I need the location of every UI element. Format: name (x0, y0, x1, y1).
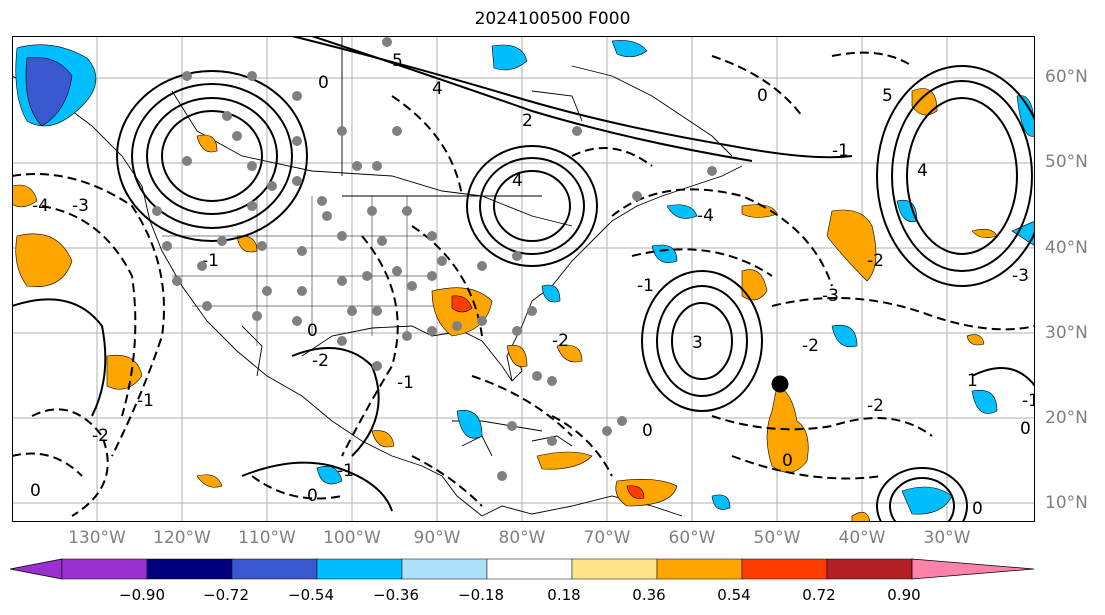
contour-label: 0 (307, 486, 318, 506)
contour-label: -2 (312, 351, 329, 371)
lon-label: 60°W (668, 528, 716, 548)
contour-label: 0 (642, 421, 653, 441)
colorbar-tick: 0.90 (887, 586, 921, 604)
contour-label: 0 (30, 481, 41, 501)
colorbar-tick: −0.36 (373, 586, 419, 604)
lat-label: 10°N (1045, 493, 1088, 513)
state-borders (162, 196, 442, 346)
colorbar-cell (486, 558, 573, 580)
colorbar-cell (656, 558, 743, 580)
contour-label: 1 (967, 371, 978, 391)
lon-label: 110°W (238, 528, 296, 548)
colorbar-cell (146, 558, 233, 580)
contour-label: 0 (757, 86, 768, 106)
contour-label: 4 (512, 171, 523, 191)
lon-label: 30°W (923, 528, 971, 548)
lat-label: 40°N (1045, 238, 1088, 258)
storm-center-marker (771, 375, 789, 393)
contour-label: -3 (72, 196, 89, 216)
contour-label: 0 (972, 499, 983, 519)
colorbar-extend-min (10, 558, 63, 580)
colorbar-cell (826, 558, 913, 580)
colorbar-tick: −0.18 (458, 586, 504, 604)
colorbar-cell (741, 558, 828, 580)
map-title: 2024100500 F000 (474, 9, 631, 29)
contour-label: -2 (867, 251, 884, 271)
contour-label: 3 (692, 333, 703, 353)
colorbar-tick: 0.18 (547, 586, 581, 604)
colorbar (10, 558, 1035, 580)
colorbar-cell (61, 558, 148, 580)
contour-labels: 0 4 5 2 -1 -3 -4 -1 -2 0 -2 0 -1 0 -1 -2… (30, 51, 1035, 519)
contour-label: -2 (552, 331, 569, 351)
contour-label: -1 (637, 276, 654, 296)
map-panel: 0 4 5 2 -1 -3 -4 -1 -2 0 -2 0 -1 0 -1 -2… (12, 36, 1035, 522)
colorbar-cell (571, 558, 658, 580)
lon-label: 100°W (323, 528, 381, 548)
contour-label: -2 (802, 336, 819, 356)
contour-label: 4 (432, 79, 443, 99)
contour-label: -1 (397, 373, 414, 393)
contour-label: 0 (1020, 419, 1031, 439)
contour-label: -4 (697, 206, 714, 226)
colorbar-extend-max (911, 558, 1035, 580)
lat-label: 20°N (1045, 408, 1088, 428)
lat-label: 60°N (1045, 67, 1088, 87)
colorbar-tick: 0.54 (717, 586, 751, 604)
lat-label: 50°N (1045, 152, 1088, 172)
colorbar-tick: −0.72 (203, 586, 249, 604)
contour-label: 0 (782, 451, 793, 471)
colorbar-cell (316, 558, 403, 580)
contour-label: -1 (137, 391, 154, 411)
contour-label: 5 (882, 86, 893, 106)
contour-label: 4 (917, 161, 928, 181)
solid-contours (12, 36, 1035, 522)
lon-label: 120°W (153, 528, 211, 548)
colorbar-tick: 0.72 (802, 586, 836, 604)
lon-label: 90°W (413, 528, 461, 548)
colorbar-cell (401, 558, 488, 580)
lon-label: 130°W (68, 528, 126, 548)
dashed-contours (12, 51, 1035, 517)
contour-label: -2 (92, 426, 109, 446)
contour-label: 0 (318, 73, 329, 93)
colorbar-cell (231, 558, 318, 580)
lon-label: 80°W (498, 528, 546, 548)
contour-label: -3 (1012, 266, 1029, 286)
gridlines (12, 36, 1035, 522)
lon-label: 70°W (583, 528, 631, 548)
contour-label: 5 (392, 51, 403, 71)
contour-label: 0 (307, 321, 318, 341)
contour-label: -2 (867, 396, 884, 416)
lon-label: 40°W (838, 528, 886, 548)
colorbar-tick: −0.90 (119, 586, 165, 604)
contour-label: -3 (822, 286, 839, 306)
lat-label: 30°N (1045, 323, 1088, 343)
contour-label: -1 (337, 461, 354, 481)
colorbar-tick: 0.36 (632, 586, 666, 604)
contour-label: -1 (832, 141, 849, 161)
colorbar-tick: −0.54 (288, 586, 334, 604)
contour-label: -4 (32, 196, 49, 216)
station-markers (152, 37, 717, 481)
contour-label: 2 (522, 111, 533, 131)
lon-label: 50°W (753, 528, 801, 548)
contour-label: -1 (1022, 391, 1035, 411)
